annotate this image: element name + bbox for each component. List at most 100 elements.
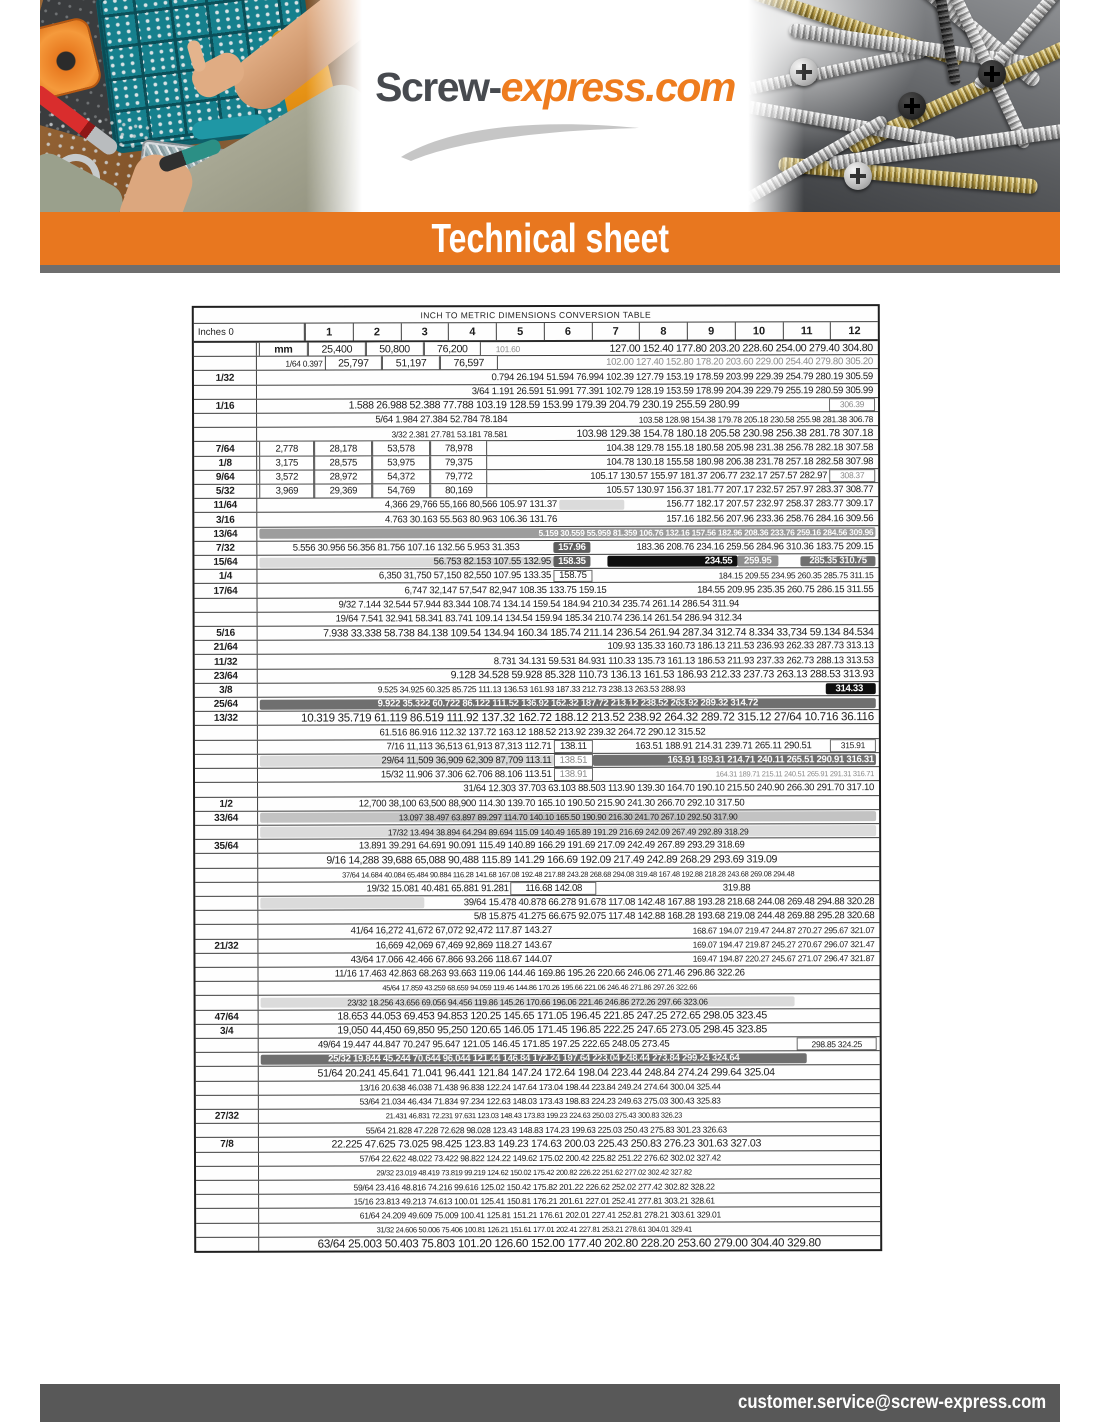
row-label: 1/32	[193, 371, 257, 385]
row-segment: 315.91	[829, 739, 876, 752]
row-segment: 28,178	[314, 441, 373, 456]
row-segment: 156.77 182.17 207.57 232.97 258.37 283.7…	[666, 498, 874, 510]
row-segment	[807, 1222, 877, 1235]
row-segment: 105.57 130.97 156.37 181.77 207.17 232.5…	[606, 484, 874, 496]
row-segment: 76,200	[423, 342, 482, 356]
col-header-cell: 4	[448, 323, 496, 341]
row-segment	[819, 966, 877, 979]
col-header-cell: 7	[591, 322, 640, 340]
row-segment	[807, 1165, 877, 1178]
row-segment	[707, 725, 876, 739]
col-header-cell: 3	[400, 323, 449, 341]
row-segment: 285.35 310.75	[800, 555, 876, 567]
row-label: 33/64	[195, 811, 259, 825]
row-segment: 25,797	[324, 356, 383, 370]
row-label	[196, 1237, 260, 1251]
row-segment: 259.95	[737, 555, 779, 567]
row-segment: 104.78 130.18 155.58 180.98 206.38 231.7…	[606, 455, 874, 468]
row-label: 11/32	[194, 655, 258, 669]
col-header-cell: 1	[304, 323, 353, 341]
row-segment	[727, 1037, 797, 1050]
col-header-cell: 6	[543, 322, 592, 340]
row-label: 11/64	[194, 498, 258, 513]
row-label: 21/32	[195, 939, 259, 953]
row-label: 13/32	[194, 712, 258, 726]
row-label	[194, 413, 258, 428]
row-label: 27/32	[195, 1109, 259, 1124]
row-label: 7/64	[194, 442, 258, 456]
screws-pile-photo	[748, 0, 1060, 212]
row-label: 23/64	[194, 669, 258, 683]
row-segment: 138.51	[553, 754, 594, 767]
row-label: 3/8	[194, 683, 258, 697]
row-segment: 53,578	[372, 441, 430, 456]
row-segment: 319.88	[722, 882, 751, 894]
row-segment: 29,369	[314, 484, 373, 498]
row-label	[194, 612, 258, 626]
row-label	[196, 1194, 260, 1209]
logo: Screw-express.com	[362, 0, 748, 218]
row-label	[195, 896, 259, 911]
row-segment: 3,572	[259, 470, 315, 484]
conversion-table: INCH TO METRIC DIMENSIONS CONVERSION TAB…	[191, 304, 883, 1253]
row-segment: 6,350 31,750 57,150 82,550 107.95 133.35	[378, 570, 551, 582]
row-label	[195, 910, 259, 925]
header: Screw-express.com	[40, 0, 1060, 218]
logo-part-express: express.com	[500, 63, 737, 110]
page-title: Technical sheet	[431, 215, 669, 261]
workbench-photo	[40, 0, 362, 212]
row-segment	[843, 838, 876, 851]
row-segment: 169.47 194.87 220.27 245.67 271.07 296.4…	[692, 953, 875, 964]
divider-strip	[40, 265, 1060, 273]
row-segment: 5/64 1.984 27.384 52.784 78.184	[375, 414, 508, 426]
row-segment: 102.00 127.40 152.80 178.20 203.60 229.0…	[606, 356, 873, 369]
row-segment: 105.17 130.57 155.97 181.37 206.77 232.1…	[590, 470, 828, 482]
row-segment: 6,747 32,147 57,547 82,947 108.35 133.75…	[404, 584, 607, 596]
row-label	[194, 754, 258, 768]
row-segment	[843, 852, 876, 865]
row-label	[195, 967, 259, 982]
row-segment	[820, 1208, 878, 1221]
row-label	[195, 1052, 259, 1067]
row-segment: 3,175	[259, 456, 315, 470]
row-label	[195, 1095, 259, 1109]
row-label	[195, 783, 259, 797]
row-segment: 80,169	[429, 484, 488, 498]
row-label: 15/64	[194, 555, 258, 570]
row-segment	[844, 1023, 877, 1036]
row-segment: 54,372	[372, 470, 430, 484]
row-segment	[844, 1009, 877, 1022]
row-label: 7/32	[194, 541, 258, 555]
row-label	[194, 740, 258, 754]
row-segment: 163.51 188.91 214.31 239.71 265.11 290.5…	[635, 740, 812, 752]
row-label: 25/64	[194, 697, 258, 712]
row-segment: 49/64 19.447 44.847 70.247 95.647 121.05…	[317, 1038, 670, 1051]
row-segments: 63/64 25.003 50.403 75.803 101.20 126.60…	[259, 1236, 880, 1251]
footer-email-link[interactable]: customer.service@screw-express.com	[737, 1392, 1046, 1413]
row-label: 47/64	[195, 1010, 259, 1024]
row-segment: 1/64 0.397	[285, 358, 323, 369]
row-label: 5/16	[194, 626, 258, 641]
row-segment: 56.753 82.153 107.55 132.95	[259, 556, 553, 568]
screw-head-icon	[898, 92, 926, 120]
row-segment	[778, 554, 801, 567]
row-segment	[818, 611, 876, 624]
row-label	[195, 1067, 259, 1081]
col-header-cell: 11	[782, 322, 831, 340]
row-segment: 3/32 2.381 27.781 53.181 78.581	[391, 428, 508, 440]
row-label	[196, 1209, 260, 1223]
row-label	[194, 427, 258, 442]
row-segment: 63/64 25.003 50.403 75.803 101.20 126.60…	[317, 1236, 821, 1251]
row-label	[194, 768, 259, 783]
row-segment: 19/32 15.081 40.481 65.881 91.281	[366, 882, 509, 895]
row-segment	[832, 1122, 877, 1135]
row-label: 21/64	[194, 640, 258, 655]
row-segment: 127.00 152.40 177.80 203.20 228.60 254.0…	[609, 341, 873, 355]
row-segment: 79,772	[429, 469, 488, 484]
row-segment: 53,975	[372, 455, 430, 470]
table-row: 63/64 25.003 50.403 75.803 101.20 126.60…	[196, 1234, 881, 1251]
row-segment: 16,669 42,069 67,469 92,869 118.27 143.6…	[375, 939, 552, 952]
col-header-cell: 2	[352, 323, 401, 341]
row-label	[195, 882, 259, 896]
col-header-cell: 12	[830, 322, 878, 340]
